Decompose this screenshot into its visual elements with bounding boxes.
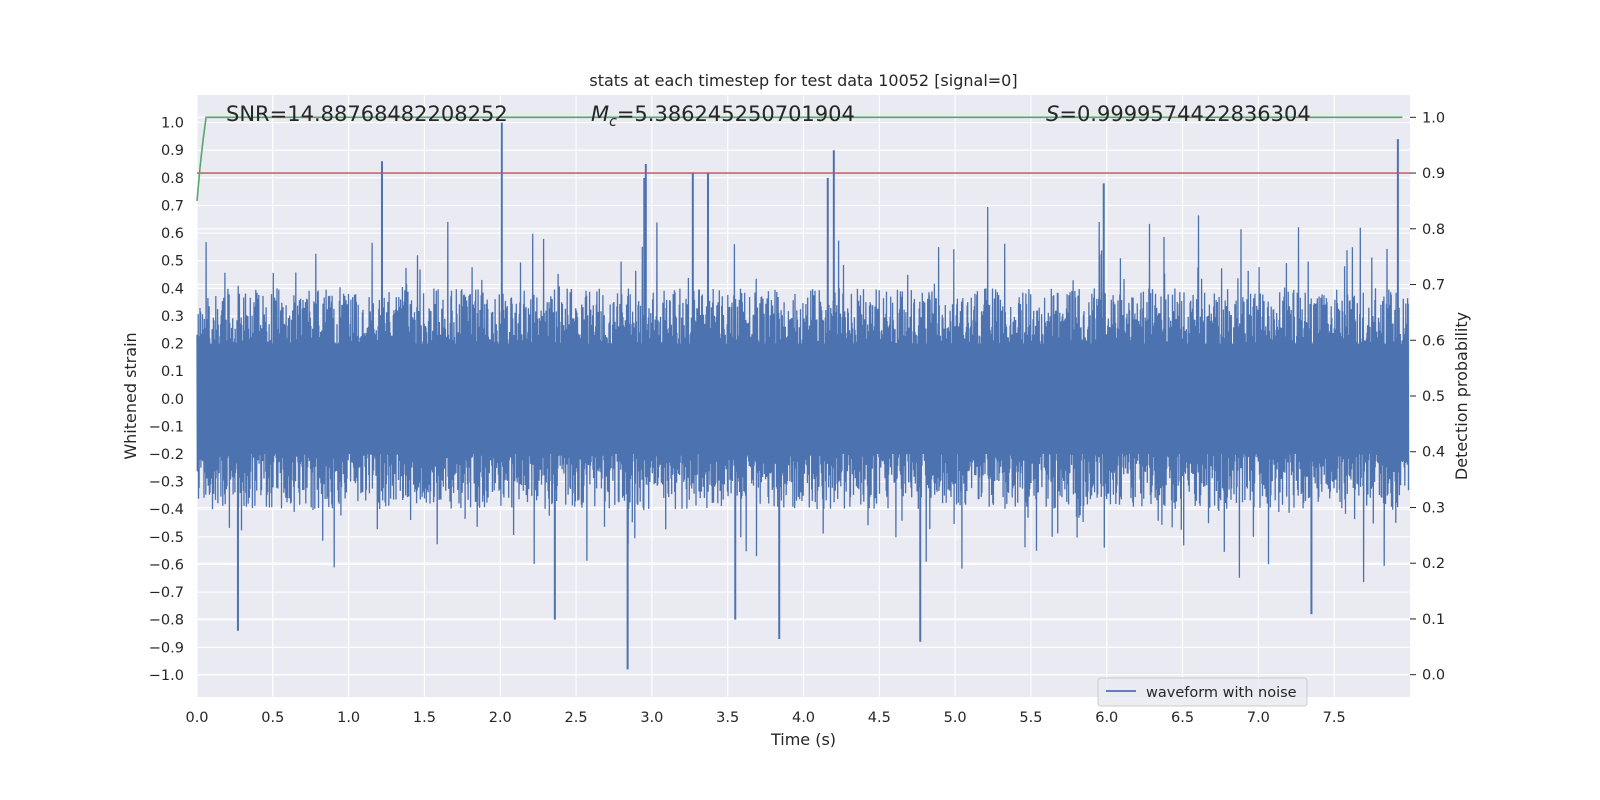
y2-tick-label-6: 0.6	[1422, 333, 1445, 349]
y-tick-label-16: 0.6	[161, 226, 184, 242]
y2-tick-label-10: 1.0	[1422, 110, 1445, 126]
x-tick-label-6: 3.0	[640, 710, 663, 726]
legend-label-waveform: waveform with noise	[1146, 685, 1297, 701]
y-tick-label-1: −0.9	[149, 640, 184, 656]
y2-axis-label: Detection probability	[1452, 312, 1471, 480]
y-tick-label-19: 0.9	[161, 143, 184, 159]
chirp-mass-value: =5.386245250701904	[617, 102, 855, 126]
score-value: =0.9999574422836304	[1059, 102, 1310, 126]
x-axis-label: Time (s)	[770, 730, 836, 749]
y-tick-label-15: 0.5	[161, 254, 184, 270]
y2-tick-label-5: 0.5	[1422, 389, 1445, 405]
score-symbol: S	[1046, 102, 1059, 126]
score-annotation: S=0.9999574422836304	[1046, 102, 1311, 126]
x-tick-label-9: 4.5	[868, 710, 891, 726]
x-tick-label-4: 2.0	[489, 710, 512, 726]
y2-tick-label-9: 0.9	[1422, 166, 1445, 182]
waveform-series	[196, 122, 1410, 670]
y-tick-label-6: −0.4	[149, 502, 184, 518]
y-tick-label-11: 0.1	[161, 364, 184, 380]
y2-tick-label-0: 0.0	[1422, 668, 1445, 684]
legend: waveform with noise	[1097, 677, 1308, 707]
y-tick-label-12: 0.2	[161, 337, 184, 353]
y2-tick-label-7: 0.7	[1422, 278, 1445, 294]
x-tick-label-8: 4.0	[792, 710, 815, 726]
y-axis-label: Whitened strain	[121, 332, 140, 459]
waveform-core-band	[197, 343, 1409, 454]
y-tick-label-4: −0.6	[149, 557, 184, 573]
x-tick-label-2: 1.0	[337, 710, 360, 726]
y-tick-label-0: −1.0	[149, 668, 184, 684]
x-tick-label-13: 6.5	[1171, 710, 1194, 726]
x-tick-label-11: 5.5	[1019, 710, 1042, 726]
y-tick-label-9: −0.1	[149, 419, 184, 435]
y-tick-label-18: 0.8	[161, 171, 184, 187]
x-tick-label-7: 3.5	[716, 710, 739, 726]
y-tick-label-10: 0.0	[161, 392, 184, 408]
y2-tick-label-3: 0.3	[1422, 500, 1445, 516]
y-tick-label-17: 0.7	[161, 198, 184, 214]
y-tick-label-8: −0.2	[149, 447, 184, 463]
x-tick-label-3: 1.5	[413, 710, 436, 726]
legend-box	[1097, 677, 1308, 707]
y-tick-label-7: −0.3	[149, 475, 184, 491]
x-tick-label-15: 7.5	[1323, 710, 1346, 726]
x-tick-label-12: 6.0	[1095, 710, 1118, 726]
x-tick-label-5: 2.5	[565, 710, 588, 726]
x-tick-label-10: 5.0	[944, 710, 967, 726]
y2-tick-label-1: 0.1	[1422, 612, 1445, 628]
y-tick-label-20: 1.0	[161, 116, 184, 132]
snr-annotation: SNR=14.88768482208252	[226, 102, 508, 126]
chirp-mass-symbol: M	[591, 102, 609, 126]
y-tick-label-14: 0.4	[161, 281, 184, 297]
detection-probability-line	[196, 116, 1403, 201]
probability-series	[196, 116, 1410, 201]
chirp-mass-subscript: c	[609, 114, 617, 130]
chart-title: stats at each timestep for test data 100…	[589, 71, 1017, 90]
y2-tick-label-4: 0.4	[1422, 445, 1445, 461]
y-tick-label-2: −0.8	[149, 613, 184, 629]
chirp-mass-annotation: Mc=5.386245250701904	[591, 102, 855, 130]
y-tick-label-5: −0.5	[149, 530, 184, 546]
y2-tick-label-8: 0.8	[1422, 222, 1445, 238]
y2-tick-label-2: 0.2	[1422, 556, 1445, 572]
y-tick-label-13: 0.3	[161, 309, 184, 325]
x-tick-label-0: 0.0	[185, 710, 208, 726]
axis-ticks: 0.0 0.5 1.0 1.5 2.0 2.5 3.0 3.5 4.0 4.5 5.0 5.5 6.0 6…	[149, 110, 1445, 726]
y-tick-label-3: −0.7	[149, 585, 184, 601]
x-tick-label-1: 0.5	[261, 710, 284, 726]
x-tick-label-14: 7.0	[1247, 710, 1270, 726]
